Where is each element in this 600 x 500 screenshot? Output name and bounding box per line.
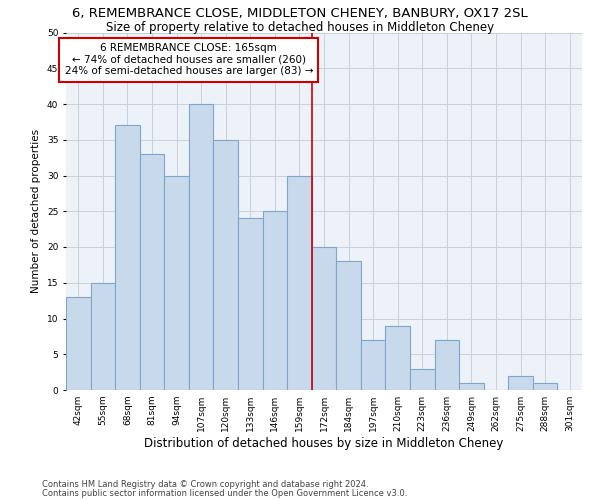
Bar xyxy=(287,176,312,390)
Text: 6 REMEMBRANCE CLOSE: 165sqm
← 74% of detached houses are smaller (260)
24% of se: 6 REMEMBRANCE CLOSE: 165sqm ← 74% of det… xyxy=(65,43,313,76)
Bar xyxy=(533,383,557,390)
Bar xyxy=(115,126,140,390)
X-axis label: Distribution of detached houses by size in Middleton Cheney: Distribution of detached houses by size … xyxy=(145,437,503,450)
Bar xyxy=(91,283,115,390)
Bar xyxy=(508,376,533,390)
Bar xyxy=(214,140,238,390)
Bar xyxy=(434,340,459,390)
Bar xyxy=(66,297,91,390)
Text: Contains HM Land Registry data © Crown copyright and database right 2024.: Contains HM Land Registry data © Crown c… xyxy=(42,480,368,489)
Bar xyxy=(238,218,263,390)
Y-axis label: Number of detached properties: Number of detached properties xyxy=(31,129,41,294)
Bar xyxy=(361,340,385,390)
Bar xyxy=(263,211,287,390)
Text: 6, REMEMBRANCE CLOSE, MIDDLETON CHENEY, BANBURY, OX17 2SL: 6, REMEMBRANCE CLOSE, MIDDLETON CHENEY, … xyxy=(72,8,528,20)
Bar xyxy=(385,326,410,390)
Text: Size of property relative to detached houses in Middleton Cheney: Size of property relative to detached ho… xyxy=(106,21,494,34)
Bar xyxy=(140,154,164,390)
Bar xyxy=(312,247,336,390)
Bar xyxy=(164,176,189,390)
Text: Contains public sector information licensed under the Open Government Licence v3: Contains public sector information licen… xyxy=(42,488,407,498)
Bar xyxy=(336,262,361,390)
Bar xyxy=(189,104,214,390)
Bar xyxy=(459,383,484,390)
Bar xyxy=(410,368,434,390)
